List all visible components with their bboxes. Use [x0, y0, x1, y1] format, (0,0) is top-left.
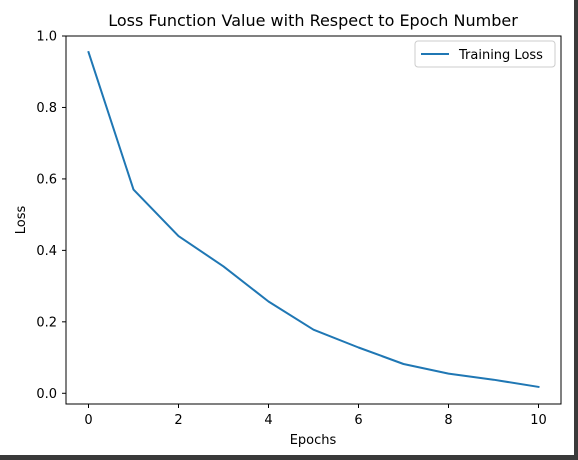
y-tick-label: 1.0 — [36, 30, 57, 45]
x-tick-label: 10 — [530, 413, 547, 428]
legend: Training Loss — [414, 40, 556, 68]
x-tick-label: 4 — [264, 413, 272, 428]
chart-title: Loss Function Value with Respect to Epoc… — [108, 11, 518, 30]
y-tick-label: 0.6 — [36, 172, 57, 187]
plot-area-frame — [65, 35, 562, 405]
legend-label: Training Loss — [458, 48, 543, 63]
x-tick-label: 8 — [444, 413, 452, 428]
y-axis-label: Loss — [14, 206, 29, 235]
series-layer — [87, 50, 540, 389]
y-axis: 0.0 0.2 0.4 0.6 0.8 1.0 — [36, 30, 66, 402]
y-tick-label: 0.4 — [36, 244, 57, 259]
x-tick-label: 6 — [354, 413, 362, 428]
y-tick-label: 0.2 — [36, 315, 57, 330]
x-tick-label: 0 — [84, 413, 92, 428]
series-line-training-loss — [87, 50, 540, 389]
x-axis-label: Epochs — [290, 433, 337, 448]
legend-box — [414, 40, 556, 68]
y-tick-label: 0.8 — [36, 101, 57, 116]
x-tick-label: 2 — [174, 413, 182, 428]
y-tick-label: 0.0 — [36, 387, 57, 402]
x-axis: 0 2 4 6 8 10 — [84, 404, 547, 428]
